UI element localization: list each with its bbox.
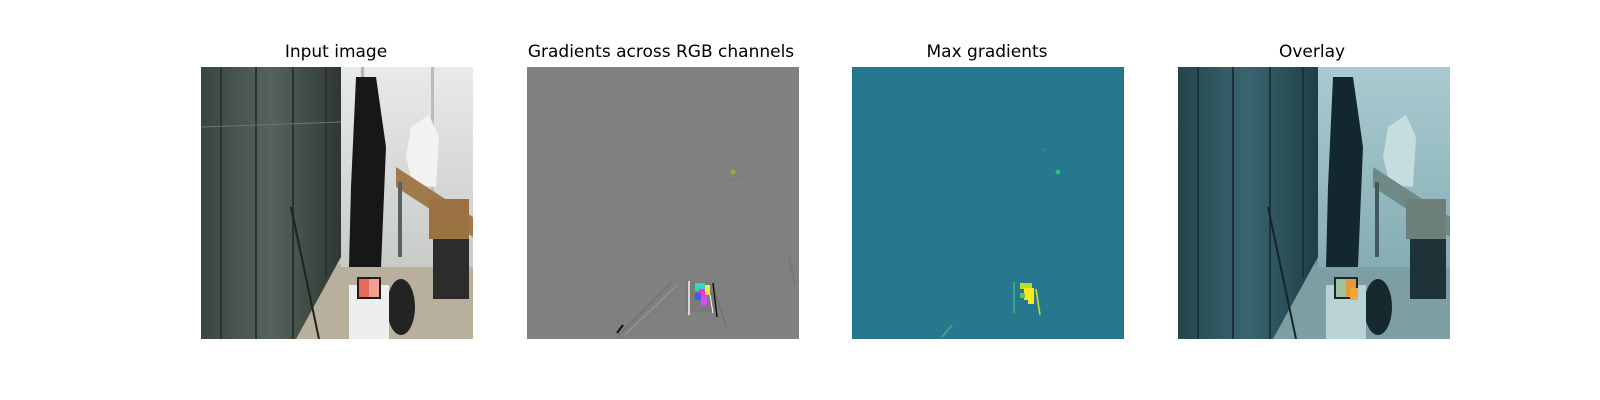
panel-title-max-gradients: Max gradients — [926, 42, 1048, 62]
panel-title-rgb-gradients: Gradients across RGB channels — [527, 42, 795, 62]
input-image — [201, 67, 473, 339]
panel-title-overlay: Overlay — [1278, 42, 1346, 62]
overlay-image — [1178, 67, 1450, 339]
max-gradients-image — [852, 67, 1124, 339]
panel-title-input-image: Input image — [284, 42, 388, 62]
rgb-gradients-image — [527, 67, 799, 339]
